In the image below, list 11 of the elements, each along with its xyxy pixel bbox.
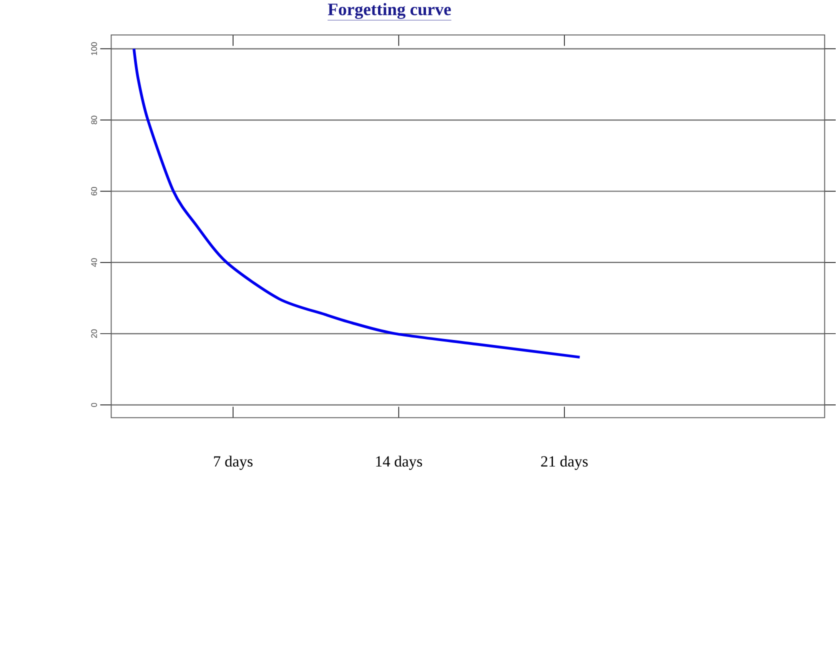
y-tick-label: 20 — [91, 329, 98, 338]
x-tick-label: 21 days — [541, 456, 588, 470]
line-series — [132, 47, 582, 359]
x-tick-label: 7 days — [214, 456, 253, 470]
chart-title: Forgetting curve — [328, 3, 451, 19]
y-tick-label: 0 — [91, 402, 98, 407]
x-tick-label: 14 days — [376, 456, 422, 470]
y-tick-label: 100 — [91, 42, 98, 56]
y-tick-label: 60 — [91, 186, 98, 196]
y-tick-label: 80 — [91, 116, 98, 124]
y-tick-label: 40 — [91, 258, 98, 267]
